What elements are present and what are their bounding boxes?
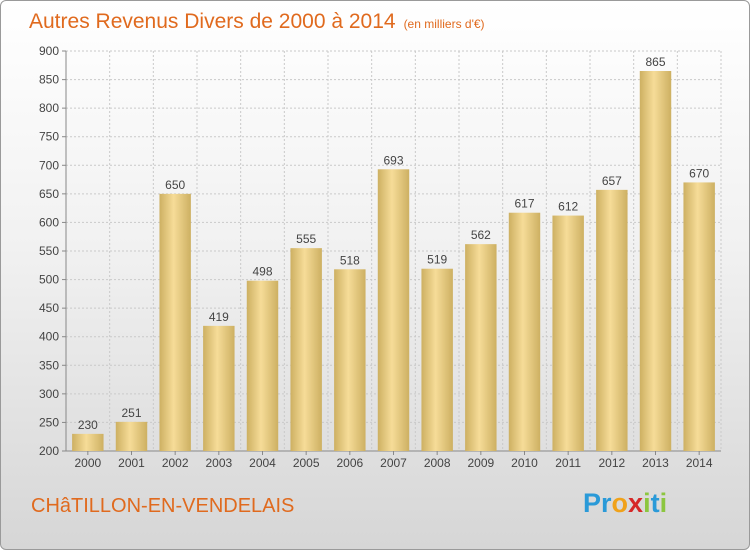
commune-name: CHâTILLON-EN-VENDELAIS: [31, 495, 295, 517]
axes: 200 250 300 350 400 450 500 550 600 650 700 750 800 8…: [39, 44, 721, 470]
y-tick-label: 300: [39, 387, 59, 401]
y-tick-label: 750: [39, 130, 59, 144]
y-tick-label: 650: [39, 187, 59, 201]
x-tick-label-2010: 2010: [511, 456, 538, 470]
x-tick-label-2001: 2001: [118, 456, 145, 470]
labels: 230 251 650 419 498 555 518 693 519 562 617 612 657 8…: [78, 55, 710, 432]
x-tick-label-2005: 2005: [293, 456, 320, 470]
x-tick-label-2000: 2000: [74, 456, 101, 470]
bar-2013: [639, 71, 672, 451]
bar-2014: [683, 182, 715, 451]
x-tick-label-2004: 2004: [249, 456, 276, 470]
bar-2001: [115, 421, 148, 451]
logo-letter: t: [650, 488, 660, 518]
logo-letter: r: [601, 488, 612, 518]
x-tick-label-2006: 2006: [336, 456, 363, 470]
data-label-2014: 670: [689, 166, 709, 180]
data-label-2004: 498: [252, 265, 272, 279]
bar-2006: [334, 269, 366, 451]
data-label-2003: 419: [209, 310, 229, 324]
logo-letter: i: [643, 488, 651, 518]
x-tick-label-2007: 2007: [380, 456, 407, 470]
y-tick-label: 850: [39, 73, 59, 87]
data-label-2002: 650: [165, 178, 185, 192]
logo-letter: x: [628, 488, 644, 518]
data-label-2009: 562: [471, 228, 491, 242]
chart-unit: (en milliers d'€): [403, 17, 485, 31]
y-tick-label: 250: [39, 415, 59, 429]
proxiti-logo[interactable]: Proxiti: [583, 488, 667, 519]
chart-title: Autres Revenus Divers de 2000 à 2014 (en …: [29, 10, 485, 34]
bars: [72, 71, 715, 452]
bar-2004: [246, 280, 279, 451]
y-tick-label: 450: [39, 301, 59, 315]
x-tick-label-2008: 2008: [424, 456, 451, 470]
y-tick-label: 500: [39, 273, 59, 287]
y-tick-label: 800: [39, 101, 59, 115]
bar-2005: [290, 248, 322, 451]
y-tick-label: 700: [39, 158, 59, 172]
data-label-2011: 612: [558, 200, 578, 214]
data-label-2012: 657: [602, 174, 622, 188]
data-label-2001: 251: [121, 406, 141, 420]
data-label-2006: 518: [340, 253, 360, 267]
y-tick-label: 400: [39, 330, 59, 344]
x-tick-label-2014: 2014: [686, 456, 713, 470]
y-tick-label: 900: [39, 44, 59, 58]
x-tick-label-2013: 2013: [642, 456, 669, 470]
bar-2007: [377, 169, 410, 452]
x-tick-label-2011: 2011: [555, 456, 581, 470]
x-tick-label-2002: 2002: [162, 456, 189, 470]
logo-letter: i: [659, 488, 668, 518]
data-label-2010: 617: [514, 197, 534, 211]
data-label-2000: 230: [78, 418, 98, 432]
bar-2003: [203, 325, 235, 451]
bar-2002: [159, 193, 191, 451]
bar-2008: [421, 268, 453, 451]
y-tick-label: 550: [39, 244, 59, 258]
bar-2011: [552, 215, 584, 451]
bar-2010: [508, 212, 541, 451]
data-label-2013: 865: [645, 55, 665, 69]
data-label-2007: 693: [383, 153, 403, 167]
bar-2000: [72, 433, 104, 451]
x-tick-label-2012: 2012: [598, 456, 625, 470]
data-label-2008: 519: [427, 253, 447, 267]
x-tick-label-2003: 2003: [205, 456, 232, 470]
logo-letter: P: [583, 488, 602, 518]
y-tick-label: 600: [39, 215, 59, 229]
data-label-2005: 555: [296, 232, 316, 246]
bar-2012: [596, 189, 628, 451]
x-tick-label-2009: 2009: [467, 456, 494, 470]
y-tick-label: 200: [39, 444, 59, 458]
chart-title-text: Autres Revenus Divers de 2000 à 2014: [29, 10, 396, 33]
y-tick-label: 350: [39, 358, 59, 372]
bar-2009: [465, 244, 497, 451]
logo-letter: o: [611, 488, 629, 518]
